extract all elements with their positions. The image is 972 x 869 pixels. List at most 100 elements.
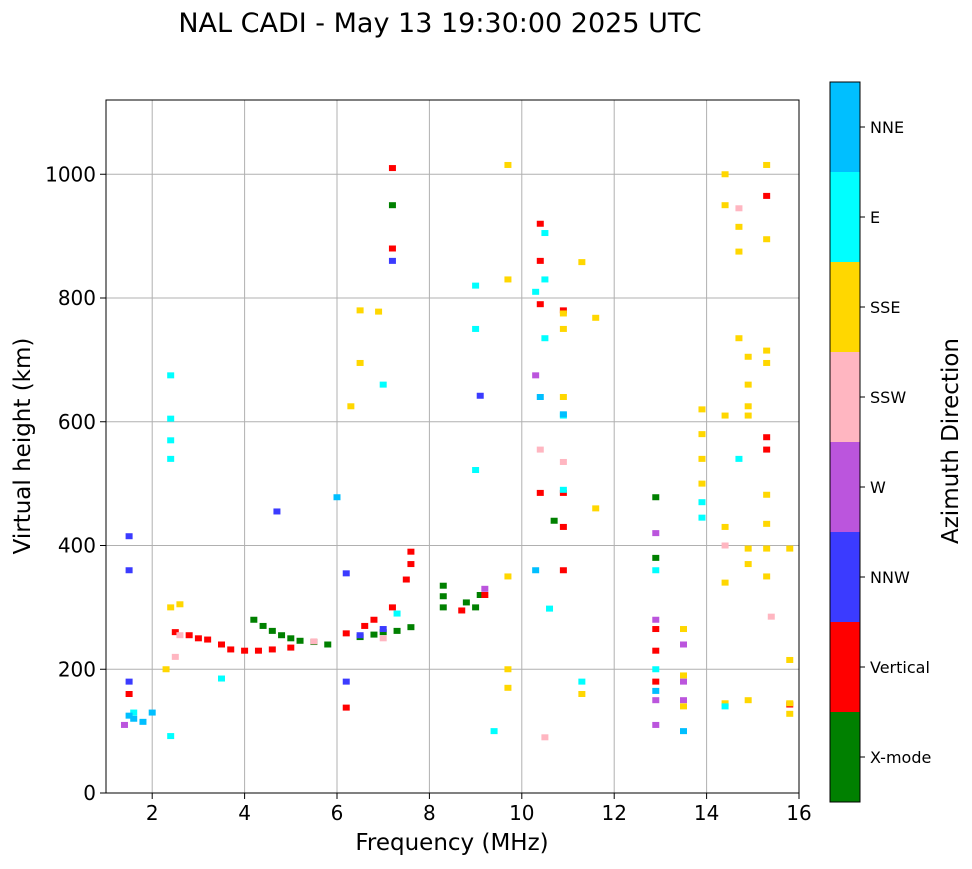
data-point-sse (744, 561, 752, 568)
data-point-sse (721, 700, 729, 707)
data-point-vertical (763, 446, 771, 453)
data-point-e (167, 733, 175, 740)
data-point-ssw (536, 446, 544, 453)
data-point-e (167, 455, 175, 462)
data-point-nne (148, 709, 156, 716)
data-point-sse (504, 276, 512, 283)
data-point-nne (139, 718, 147, 725)
data-point-sse (347, 403, 355, 410)
data-point-e (698, 514, 706, 521)
data-point-nnw (379, 626, 387, 633)
data-point-ssw (379, 635, 387, 642)
data-point-sse (504, 666, 512, 673)
x-axis-label: Frequency (MHz) (355, 830, 548, 856)
data-point-x-mode (652, 494, 660, 501)
data-point-vertical (388, 245, 396, 252)
data-point-ssw (721, 542, 729, 549)
data-point-e (546, 605, 554, 612)
data-point-ssw (559, 458, 567, 465)
data-point-sse (680, 703, 687, 710)
chart-title: NAL CADI - May 13 19:30:00 2025 UTC (178, 8, 701, 39)
data-point-vertical (652, 678, 660, 685)
data-point-sse (721, 579, 729, 586)
y-axis-label: Virtual height (km) (10, 338, 36, 555)
data-point-nnw (388, 257, 396, 264)
data-point-w (532, 372, 540, 379)
data-point-e (472, 325, 480, 332)
data-point-sse (744, 353, 752, 360)
y-tick-label: 0 (83, 781, 96, 805)
colorbar-label: Azimuth Direction (938, 338, 964, 544)
data-point-vertical (536, 301, 544, 308)
data-point-nnw (125, 533, 133, 540)
data-point-x-mode (550, 517, 558, 524)
data-point-sse (592, 505, 600, 512)
y-tick-label: 200 (58, 657, 96, 681)
data-point-sse (763, 520, 771, 527)
data-point-vertical (407, 548, 415, 555)
data-point-sse (578, 691, 586, 697)
data-point-sse (744, 545, 752, 552)
plot-area (106, 100, 799, 793)
data-point-vertical (342, 704, 350, 711)
data-point-x-mode (407, 624, 415, 631)
data-point-x-mode (476, 592, 484, 598)
data-point-nnw (356, 632, 364, 639)
data-point-sse (763, 236, 771, 243)
y-tick-label: 600 (58, 410, 96, 434)
data-point-x-mode (439, 582, 447, 589)
data-point-vertical (559, 567, 567, 574)
data-point-sse (735, 248, 743, 255)
data-point-ssw (767, 613, 775, 620)
data-point-x-mode (268, 627, 276, 634)
data-point-x-mode (652, 554, 660, 561)
data-point-vertical (402, 576, 410, 583)
data-point-vertical (370, 616, 378, 623)
data-point-sse (721, 202, 729, 209)
data-point-sse (356, 307, 364, 314)
data-point-e (578, 678, 586, 685)
colorbar-segment (830, 622, 860, 712)
colorbar-tick-label: NNW (870, 568, 910, 587)
data-point-w (680, 697, 687, 704)
data-point-ssw (310, 638, 318, 645)
data-point-x-mode (462, 599, 470, 606)
data-point-ssw (176, 632, 184, 639)
data-point-nne (559, 411, 567, 418)
data-point-sse (786, 656, 794, 663)
colorbar-segment (830, 712, 860, 802)
data-point-sse (786, 545, 794, 552)
data-point-sse (763, 573, 771, 580)
data-point-nne (130, 715, 138, 722)
data-point-vertical (342, 630, 350, 637)
data-point-sse (744, 697, 752, 704)
data-point-x-mode (278, 632, 286, 639)
data-point-vertical (204, 636, 212, 643)
y-tick-label: 1000 (45, 162, 96, 186)
data-point-sse (735, 335, 743, 342)
data-point-w (120, 721, 128, 728)
data-point-sse (763, 161, 771, 168)
data-point-vertical (559, 489, 567, 496)
data-point-nnw (125, 678, 133, 685)
data-point-vertical (194, 635, 202, 642)
data-point-nne (333, 494, 341, 501)
data-point-sse (744, 412, 752, 419)
y-axis-ticks: 0 200 400 600 800 1000 (45, 162, 106, 805)
data-point-ssw (171, 653, 179, 660)
data-point-vertical (125, 691, 133, 697)
data-point-sse (592, 314, 600, 321)
data-point-x-mode (259, 622, 267, 629)
data-point-e (652, 666, 660, 673)
data-point-vertical (536, 220, 544, 227)
data-point-vertical (536, 257, 544, 264)
data-point-x-mode (439, 593, 447, 600)
data-point-sse (786, 710, 794, 717)
data-point-sse (356, 359, 364, 366)
data-point-sse (735, 223, 743, 230)
data-point-vertical (388, 604, 396, 611)
colorbar-frame (829, 81, 861, 803)
data-point-vertical (481, 592, 489, 598)
data-point-x-mode (250, 616, 258, 623)
